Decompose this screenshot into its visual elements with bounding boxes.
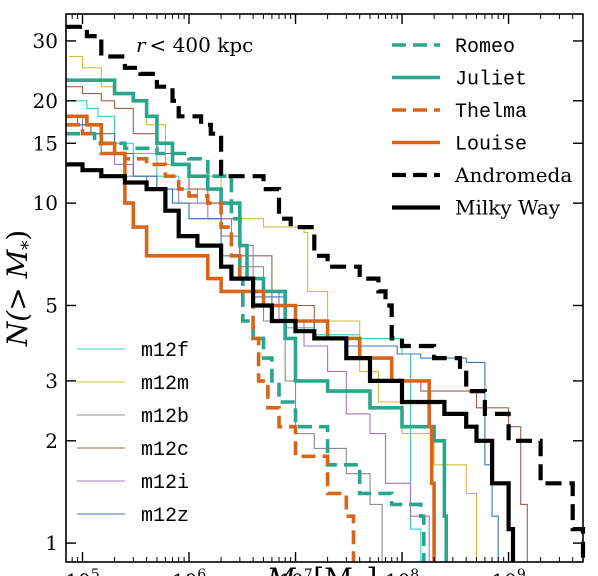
y-tick-label: 5 xyxy=(45,293,58,317)
legend-label-milky-way: Milky Way xyxy=(455,196,561,220)
y-tick-label: 15 xyxy=(33,131,58,155)
legend-label-m12c: m12c xyxy=(141,439,189,462)
legend-label-louise: Louise xyxy=(455,134,527,157)
series-line-juliet xyxy=(66,78,448,562)
x-axis-label: M* [M⊙] xyxy=(266,562,378,576)
y-tick-label: 30 xyxy=(33,29,58,53)
legend-sim: m12f m12m m12b m12c m12i m12z xyxy=(77,340,189,528)
series-line-thelma xyxy=(66,123,356,562)
legend-label-m12z: m12z xyxy=(141,505,189,528)
legend-label-thelma: Thelma xyxy=(455,101,527,124)
series-layer xyxy=(66,24,586,562)
legend-label-m12m: m12m xyxy=(141,373,189,396)
x-tick-label: 106 xyxy=(172,567,206,576)
x-tick-label: 105 xyxy=(65,567,99,576)
legend-main: Romeo Juliet Thelma Louise Andromeda Milky Wa… xyxy=(392,36,572,220)
legend-label-romeo: Romeo xyxy=(455,36,515,59)
x-tick-label: 109 xyxy=(491,567,525,576)
x-tick-label: 107 xyxy=(278,567,312,576)
y-tick-label: 10 xyxy=(33,191,58,215)
ticks-layer: 105 106 107 108 109 1 2 3 5 10 15 20 30 xyxy=(33,14,584,576)
legend-label-m12i: m12i xyxy=(141,472,189,495)
x-tick-label: 108 xyxy=(385,567,419,576)
series-line-andromeda xyxy=(66,24,586,562)
series-line-louise xyxy=(66,114,436,562)
y-tick-label: 20 xyxy=(33,89,58,113)
plot-frame xyxy=(65,13,584,563)
annotation-radius: r < 400 kpc xyxy=(136,33,253,57)
y-axis-label: N(> M*) xyxy=(1,230,39,347)
y-tick-label: 1 xyxy=(45,531,58,555)
legend-label-juliet: Juliet xyxy=(455,69,527,92)
series-line-milky-way xyxy=(66,162,516,562)
y-tick-label: 3 xyxy=(45,369,58,393)
series-line-m12i xyxy=(66,124,430,562)
y-tick-label: 2 xyxy=(45,429,58,453)
legend-label-andromeda: Andromeda xyxy=(454,163,572,187)
legend-label-m12b: m12b xyxy=(141,406,189,429)
legend-label-m12f: m12f xyxy=(141,340,189,363)
